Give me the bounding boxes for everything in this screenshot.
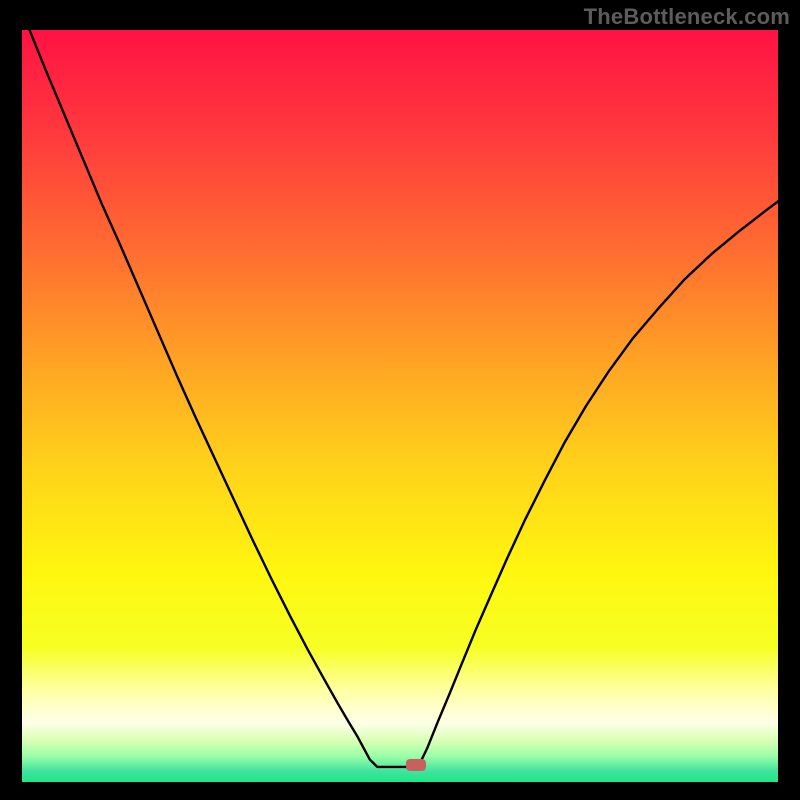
plot-area xyxy=(22,30,778,782)
chart-svg xyxy=(22,30,778,782)
chart-background xyxy=(22,30,778,782)
current-point-marker xyxy=(406,759,426,771)
watermark-text: TheBottleneck.com xyxy=(584,4,790,30)
root-container: TheBottleneck.com xyxy=(0,0,800,800)
